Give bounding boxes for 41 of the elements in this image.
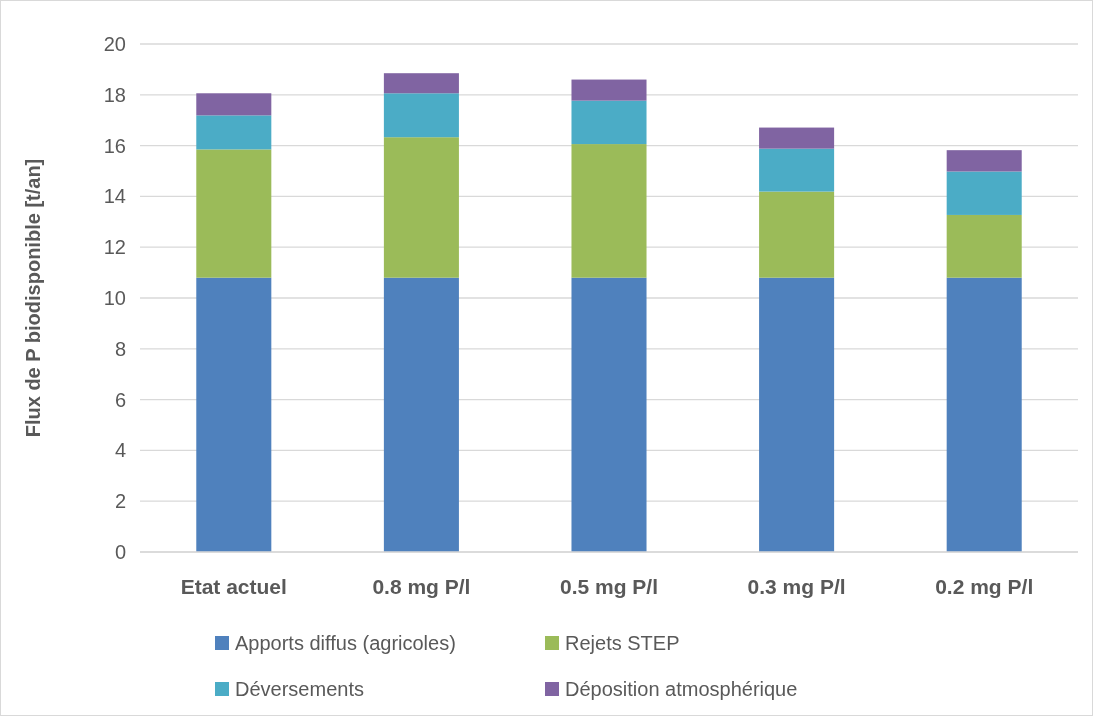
bar xyxy=(196,93,272,116)
bar xyxy=(196,149,272,278)
bar xyxy=(759,127,835,149)
bar xyxy=(571,100,647,145)
x-tick-label: 0.8 mg P/l xyxy=(372,575,471,598)
legend-label: Rejets STEP xyxy=(565,632,680,654)
bar xyxy=(946,171,1022,215)
legend-label: Déposition atmosphérique xyxy=(565,678,798,700)
y-tick-label: 10 xyxy=(103,287,126,309)
x-tick-label: 0.2 mg P/l xyxy=(935,575,1034,598)
legend-label: Déversements xyxy=(235,678,364,700)
bar xyxy=(383,137,459,278)
bar xyxy=(196,277,272,552)
y-tick-label: 18 xyxy=(103,83,126,106)
bar xyxy=(383,93,459,138)
y-tick-label: 16 xyxy=(103,134,126,157)
bar xyxy=(383,73,459,94)
y-tick-label: 12 xyxy=(103,236,126,259)
y-axis-title: Flux de P biodisponible [t/an] xyxy=(22,158,44,438)
bar xyxy=(946,214,1022,278)
bar xyxy=(946,277,1022,552)
x-tick-label: Etat actuel xyxy=(180,575,287,598)
bar xyxy=(571,144,647,278)
x-tick-label: 0.3 mg P/l xyxy=(747,575,846,598)
bar xyxy=(571,79,647,101)
y-tick-label: 20 xyxy=(103,33,126,55)
bar xyxy=(946,150,1022,172)
legend-label: Apports diffus (agricoles) xyxy=(235,632,456,654)
y-tick-label: 2 xyxy=(114,490,126,513)
y-tick-label: 14 xyxy=(103,185,126,208)
bar xyxy=(196,115,272,150)
bar xyxy=(383,277,459,552)
bar xyxy=(571,277,647,552)
bar xyxy=(759,277,835,552)
x-tick-label: 0.5 mg P/l xyxy=(559,575,659,598)
y-tick-label: 8 xyxy=(114,337,126,360)
y-tick-label: 4 xyxy=(114,439,126,462)
bar xyxy=(759,148,835,192)
bar xyxy=(759,191,835,278)
y-tick-label: 0 xyxy=(114,541,126,563)
y-tick-label: 6 xyxy=(114,388,126,411)
